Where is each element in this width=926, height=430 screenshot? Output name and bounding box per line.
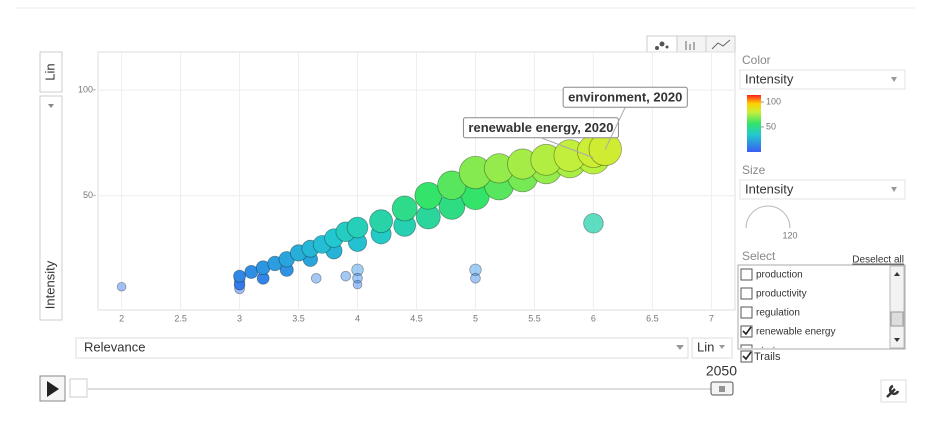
trails-checkbox[interactable]: [740, 350, 753, 363]
time-label: 2050: [706, 363, 737, 379]
dropdown-arrow: [891, 77, 897, 82]
bubble[interactable]: [469, 263, 482, 277]
select-title: Select: [742, 249, 776, 263]
size-choice: Intensity: [745, 181, 794, 196]
play-icon: [47, 381, 59, 397]
y-tick-label: 100-: [78, 84, 96, 94]
y-scale-button[interactable]: [39, 51, 63, 93]
bubble[interactable]: [470, 272, 481, 284]
y-axis-label: Intensity: [42, 260, 57, 309]
x-tick-label: 6: [591, 313, 596, 323]
dropdown-arrow: [719, 345, 725, 349]
bubble[interactable]: [414, 181, 443, 210]
x-tick-label: 2.5: [174, 313, 187, 323]
check-mark: [742, 351, 752, 361]
bubble[interactable]: [310, 272, 322, 284]
item-label: regulation: [756, 308, 800, 319]
color-tick-label: 100: [766, 96, 781, 106]
item-checkbox[interactable]: [740, 268, 753, 281]
bubble-label: renewable energy, 2020: [468, 120, 613, 135]
x-axis-label: Relevance: [84, 339, 145, 354]
handle-grip: [719, 386, 725, 392]
item-checkbox[interactable]: [740, 287, 753, 300]
deselect-all[interactable]: Deselect all: [852, 255, 904, 266]
label-pointer: [540, 137, 594, 159]
x-tick-label: 6.5: [646, 313, 659, 323]
y-tick-label: 50-: [83, 190, 96, 200]
color-select[interactable]: [739, 69, 906, 90]
item-label: strategy: [756, 346, 792, 357]
item-label: productivity: [756, 289, 807, 300]
x-tick-label: 4: [355, 313, 360, 323]
x-tick-label: 2: [119, 313, 124, 323]
bubble[interactable]: [369, 209, 394, 234]
x-axis-select[interactable]: [75, 337, 689, 359]
size-select[interactable]: [739, 179, 906, 200]
dropdown-arrow: [891, 187, 897, 192]
size-legend: [745, 205, 791, 229]
y-axis-select[interactable]: [39, 95, 63, 321]
bubble[interactable]: [233, 269, 246, 283]
x-scale: Lin: [697, 339, 714, 354]
bubble[interactable]: [351, 263, 364, 277]
x-scale-button[interactable]: [691, 337, 733, 359]
bubble[interactable]: [583, 213, 604, 234]
y-scale: Lin: [42, 63, 57, 80]
wrench-icon: [886, 384, 900, 398]
view-tabs[interactable]: [646, 35, 736, 54]
select-list: [737, 264, 906, 350]
bubble[interactable]: [116, 281, 127, 292]
x-tick-label: 5: [473, 313, 478, 323]
x-tick-label: 4.5: [410, 313, 423, 323]
speed-control[interactable]: [69, 378, 88, 398]
item-checkbox[interactable]: [740, 306, 753, 319]
x-tick-label: 5.5: [528, 313, 541, 323]
item-label: production: [756, 270, 803, 281]
bubble[interactable]: [352, 279, 363, 290]
color-legend: [747, 95, 761, 152]
bubble[interactable]: [352, 272, 363, 284]
x-tick-label: 3.5: [292, 313, 305, 323]
item-label: renewable energy: [756, 327, 836, 338]
dropdown-arrow: [48, 104, 54, 108]
color-tick-label: 50: [766, 121, 776, 131]
check-mark: [742, 326, 752, 336]
color-title: Color: [742, 53, 771, 67]
bubble[interactable]: [340, 270, 352, 282]
x-tick-label: 7: [709, 313, 714, 323]
color-choice: Intensity: [745, 71, 794, 86]
x-tick-label: 3: [237, 313, 242, 323]
list-scrollbar[interactable]: [889, 265, 905, 349]
bubble-label: environment, 2020: [568, 90, 682, 105]
size-legend-label: 120: [782, 230, 797, 240]
bubble[interactable]: [346, 216, 369, 239]
label-pointer: [604, 107, 626, 150]
item-checkbox[interactable]: [740, 325, 753, 338]
trails-label: Trails: [754, 351, 781, 363]
size-title: Size: [742, 163, 766, 177]
item-checkbox[interactable]: [740, 344, 753, 356]
dropdown-arrow: [676, 345, 684, 350]
bubble[interactable]: [391, 195, 418, 222]
